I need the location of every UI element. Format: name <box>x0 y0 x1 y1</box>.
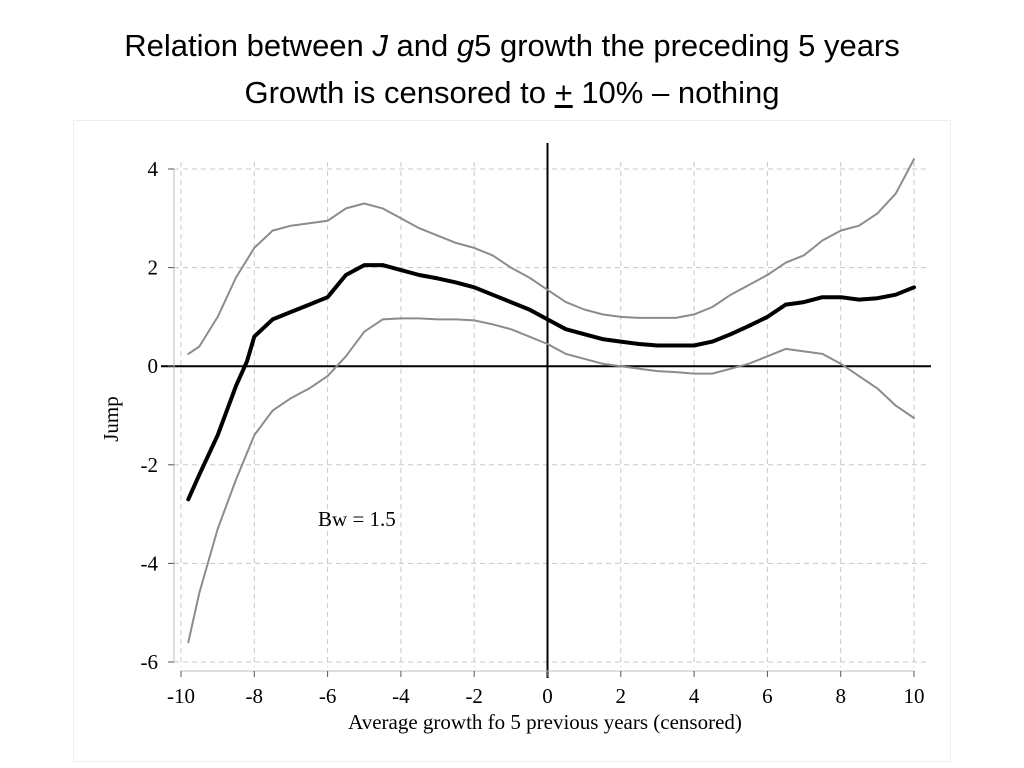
y-tick-label: 0 <box>148 354 159 378</box>
series-line-upper-band <box>187 158 915 355</box>
title-line-1: Relation between J and g5 growth the pre… <box>0 22 1024 69</box>
x-tick-label: -8 <box>246 684 263 708</box>
x-tick-label: 4 <box>689 684 700 708</box>
title-line-2: Growth is censored to + 10% – nothing <box>0 69 1024 116</box>
title-line-1-part: 5 growth the preceding 5 years <box>474 28 900 63</box>
line-chart: -6 -4 -2 0 2 4 -10 -8 -6 -4 -2 0 2 4 6 8 10 Jump Averag… <box>99 143 931 734</box>
reference-lines <box>161 143 931 678</box>
series-line-estimate <box>186 263 916 502</box>
x-tick-label: 8 <box>835 684 846 708</box>
title-symbol-g: g <box>456 28 475 63</box>
series-lines <box>186 158 916 644</box>
title-plus-minus: + <box>554 75 573 110</box>
x-tick-label: -2 <box>465 684 483 708</box>
x-tick-label: 6 <box>762 684 773 708</box>
series-estimate <box>186 263 916 502</box>
series-upper-band <box>187 158 915 355</box>
x-tick-label: 2 <box>616 684 627 708</box>
y-axis: -6 -4 -2 0 2 4 <box>141 157 175 674</box>
title-line-2-part: Growth is censored to <box>244 75 555 110</box>
grid <box>174 162 926 667</box>
title-line-2-part: 10% – nothing <box>572 75 780 110</box>
series-line-lower-band <box>187 317 915 644</box>
x-tick-label: -4 <box>392 684 410 708</box>
x-tick-label: -10 <box>167 684 195 708</box>
x-tick-label: 10 <box>904 684 925 708</box>
title-symbol-j: J <box>372 28 388 63</box>
title-line-1-part: and <box>387 28 457 63</box>
x-axis: -10 -8 -6 -4 -2 0 2 4 6 8 10 <box>167 670 925 708</box>
y-tick-label: 4 <box>148 157 159 181</box>
x-tick-label: -6 <box>319 684 337 708</box>
x-tick-label: 0 <box>542 684 553 708</box>
slide-title: Relation between J and g5 growth the pre… <box>0 22 1024 116</box>
x-axis-label: Average growth fo 5 previous years (cens… <box>348 710 742 734</box>
series-lower-band <box>187 317 915 644</box>
y-tick-label: -6 <box>141 650 159 674</box>
y-axis-label: Jump <box>99 396 123 442</box>
bandwidth-annotation: Bw = 1.5 <box>318 507 396 531</box>
chart-panel: -6 -4 -2 0 2 4 -10 -8 -6 -4 -2 0 2 4 6 8 10 Jump Averag… <box>74 121 950 761</box>
y-tick-label: -2 <box>141 453 159 477</box>
y-tick-label: -4 <box>141 551 159 575</box>
title-line-1-part: Relation between <box>124 28 373 63</box>
y-tick-label: 2 <box>148 256 159 280</box>
